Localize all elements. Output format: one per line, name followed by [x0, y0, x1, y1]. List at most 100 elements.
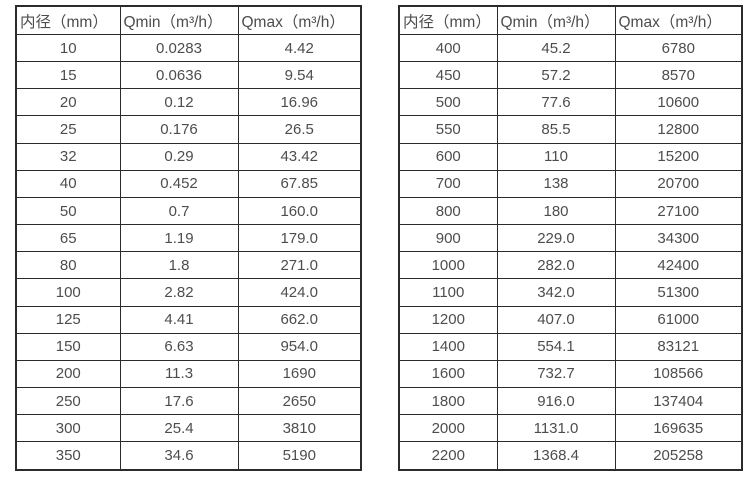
qmax-cell: 179.0 [237, 224, 362, 253]
diameter-cell: 600 [398, 142, 498, 171]
table-row: 10 0.0283 4.42 [15, 33, 362, 63]
qmin-cell: 6.63 [119, 332, 239, 361]
qmax-cell: 205258 [614, 441, 743, 471]
diameter-cell: 700 [398, 169, 498, 198]
qmin-cell: 0.29 [119, 142, 239, 171]
qmax-cell: 2650 [237, 387, 362, 416]
diameter-cell: 1800 [398, 387, 498, 416]
diameter-cell: 50 [15, 196, 121, 226]
qmax-cell: 83121 [614, 332, 743, 361]
qmax-cell: 26.5 [237, 115, 362, 144]
diameter-cell: 2200 [398, 441, 498, 471]
qmin-cell: 0.176 [119, 115, 239, 144]
qmax-cell: 5190 [237, 441, 362, 471]
qmin-cell: 0.12 [119, 88, 239, 117]
qmin-cell: 0.0283 [119, 33, 239, 63]
diameter-cell: 20 [15, 88, 121, 117]
qmax-cell: 424.0 [237, 278, 362, 307]
qmax-cell: 51300 [614, 278, 743, 307]
table-row: 600 110 15200 [398, 142, 743, 171]
qmax-cell: 271.0 [237, 251, 362, 280]
qmin-cell: 0.0636 [119, 61, 239, 90]
diameter-cell: 800 [398, 196, 498, 226]
qmin-cell: 554.1 [496, 332, 616, 361]
diameter-cell: 550 [398, 115, 498, 144]
header-qmax: Qmax（m³/h） [614, 5, 743, 35]
qmin-cell: 0.452 [119, 169, 239, 198]
diameter-cell: 1400 [398, 332, 498, 361]
diameter-cell: 1000 [398, 251, 498, 280]
header-row: 内径（mm） Qmin（m³/h） Qmax（m³/h） [15, 5, 362, 35]
table-row: 700 138 20700 [398, 169, 743, 198]
qmin-cell: 916.0 [496, 387, 616, 416]
flow-rate-table-large-diameters: 内径（mm） Qmin（m³/h） Qmax（m³/h） 400 45.2 6780 45… [398, 5, 743, 471]
diameter-cell: 15 [15, 61, 121, 90]
table-row: 1100 342.0 51300 [398, 278, 743, 307]
table-row: 65 1.19 179.0 [15, 224, 362, 253]
header-diameter: 内径（mm） [15, 5, 121, 35]
qmax-cell: 169635 [614, 414, 743, 443]
qmax-cell: 662.0 [237, 305, 362, 334]
diameter-cell: 200 [15, 359, 121, 389]
table-row: 2200 1368.4 205258 [398, 441, 743, 471]
table-row: 500 77.6 10600 [398, 88, 743, 117]
header-qmax: Qmax（m³/h） [237, 5, 362, 35]
header-qmin: Qmin（m³/h） [496, 5, 616, 35]
table-row: 550 85.5 12800 [398, 115, 743, 144]
diameter-cell: 150 [15, 332, 121, 361]
qmax-cell: 20700 [614, 169, 743, 198]
table-row: 300 25.4 3810 [15, 414, 362, 443]
qmax-cell: 16.96 [237, 88, 362, 117]
qmin-cell: 77.6 [496, 88, 616, 117]
table-row: 1800 916.0 137404 [398, 387, 743, 416]
diameter-cell: 500 [398, 88, 498, 117]
qmax-cell: 67.85 [237, 169, 362, 198]
table-row: 250 17.6 2650 [15, 387, 362, 416]
header-qmin: Qmin（m³/h） [119, 5, 239, 35]
diameter-cell: 1600 [398, 359, 498, 389]
qmin-cell: 0.7 [119, 196, 239, 226]
qmin-cell: 17.6 [119, 387, 239, 416]
qmax-cell: 10600 [614, 88, 743, 117]
table-row: 150 6.63 954.0 [15, 332, 362, 361]
table-row: 1400 554.1 83121 [398, 332, 743, 361]
table-row: 20 0.12 16.96 [15, 88, 362, 117]
tables-container: 内径（mm） Qmin（m³/h） Qmax（m³/h） 10 0.0283 4.42 1… [15, 5, 743, 471]
qmin-cell: 2.82 [119, 278, 239, 307]
qmin-cell: 1368.4 [496, 441, 616, 471]
flow-rate-table-small-diameters: 内径（mm） Qmin（m³/h） Qmax（m³/h） 10 0.0283 4.42 1… [15, 5, 362, 471]
diameter-cell: 2000 [398, 414, 498, 443]
qmin-cell: 25.4 [119, 414, 239, 443]
table-row: 50 0.7 160.0 [15, 196, 362, 226]
table-row: 400 45.2 6780 [398, 33, 743, 63]
qmin-cell: 138 [496, 169, 616, 198]
qmax-cell: 954.0 [237, 332, 362, 361]
qmax-cell: 6780 [614, 33, 743, 63]
qmax-cell: 3810 [237, 414, 362, 443]
table-row: 125 4.41 662.0 [15, 305, 362, 334]
qmin-cell: 11.3 [119, 359, 239, 389]
diameter-cell: 400 [398, 33, 498, 63]
qmax-cell: 27100 [614, 196, 743, 226]
qmin-cell: 110 [496, 142, 616, 171]
diameter-cell: 40 [15, 169, 121, 198]
table-row: 1000 282.0 42400 [398, 251, 743, 280]
qmax-cell: 108566 [614, 359, 743, 389]
diameter-cell: 350 [15, 441, 121, 471]
qmin-cell: 45.2 [496, 33, 616, 63]
qmax-cell: 15200 [614, 142, 743, 171]
qmin-cell: 57.2 [496, 61, 616, 90]
qmax-cell: 160.0 [237, 196, 362, 226]
table-row: 25 0.176 26.5 [15, 115, 362, 144]
qmax-cell: 34300 [614, 224, 743, 253]
diameter-cell: 450 [398, 61, 498, 90]
diameter-cell: 300 [15, 414, 121, 443]
diameter-cell: 1100 [398, 278, 498, 307]
qmin-cell: 1.19 [119, 224, 239, 253]
header-row: 内径（mm） Qmin（m³/h） Qmax（m³/h） [398, 5, 743, 35]
table-row: 2000 1131.0 169635 [398, 414, 743, 443]
qmax-cell: 43.42 [237, 142, 362, 171]
table-row: 450 57.2 8570 [398, 61, 743, 90]
qmin-cell: 732.7 [496, 359, 616, 389]
